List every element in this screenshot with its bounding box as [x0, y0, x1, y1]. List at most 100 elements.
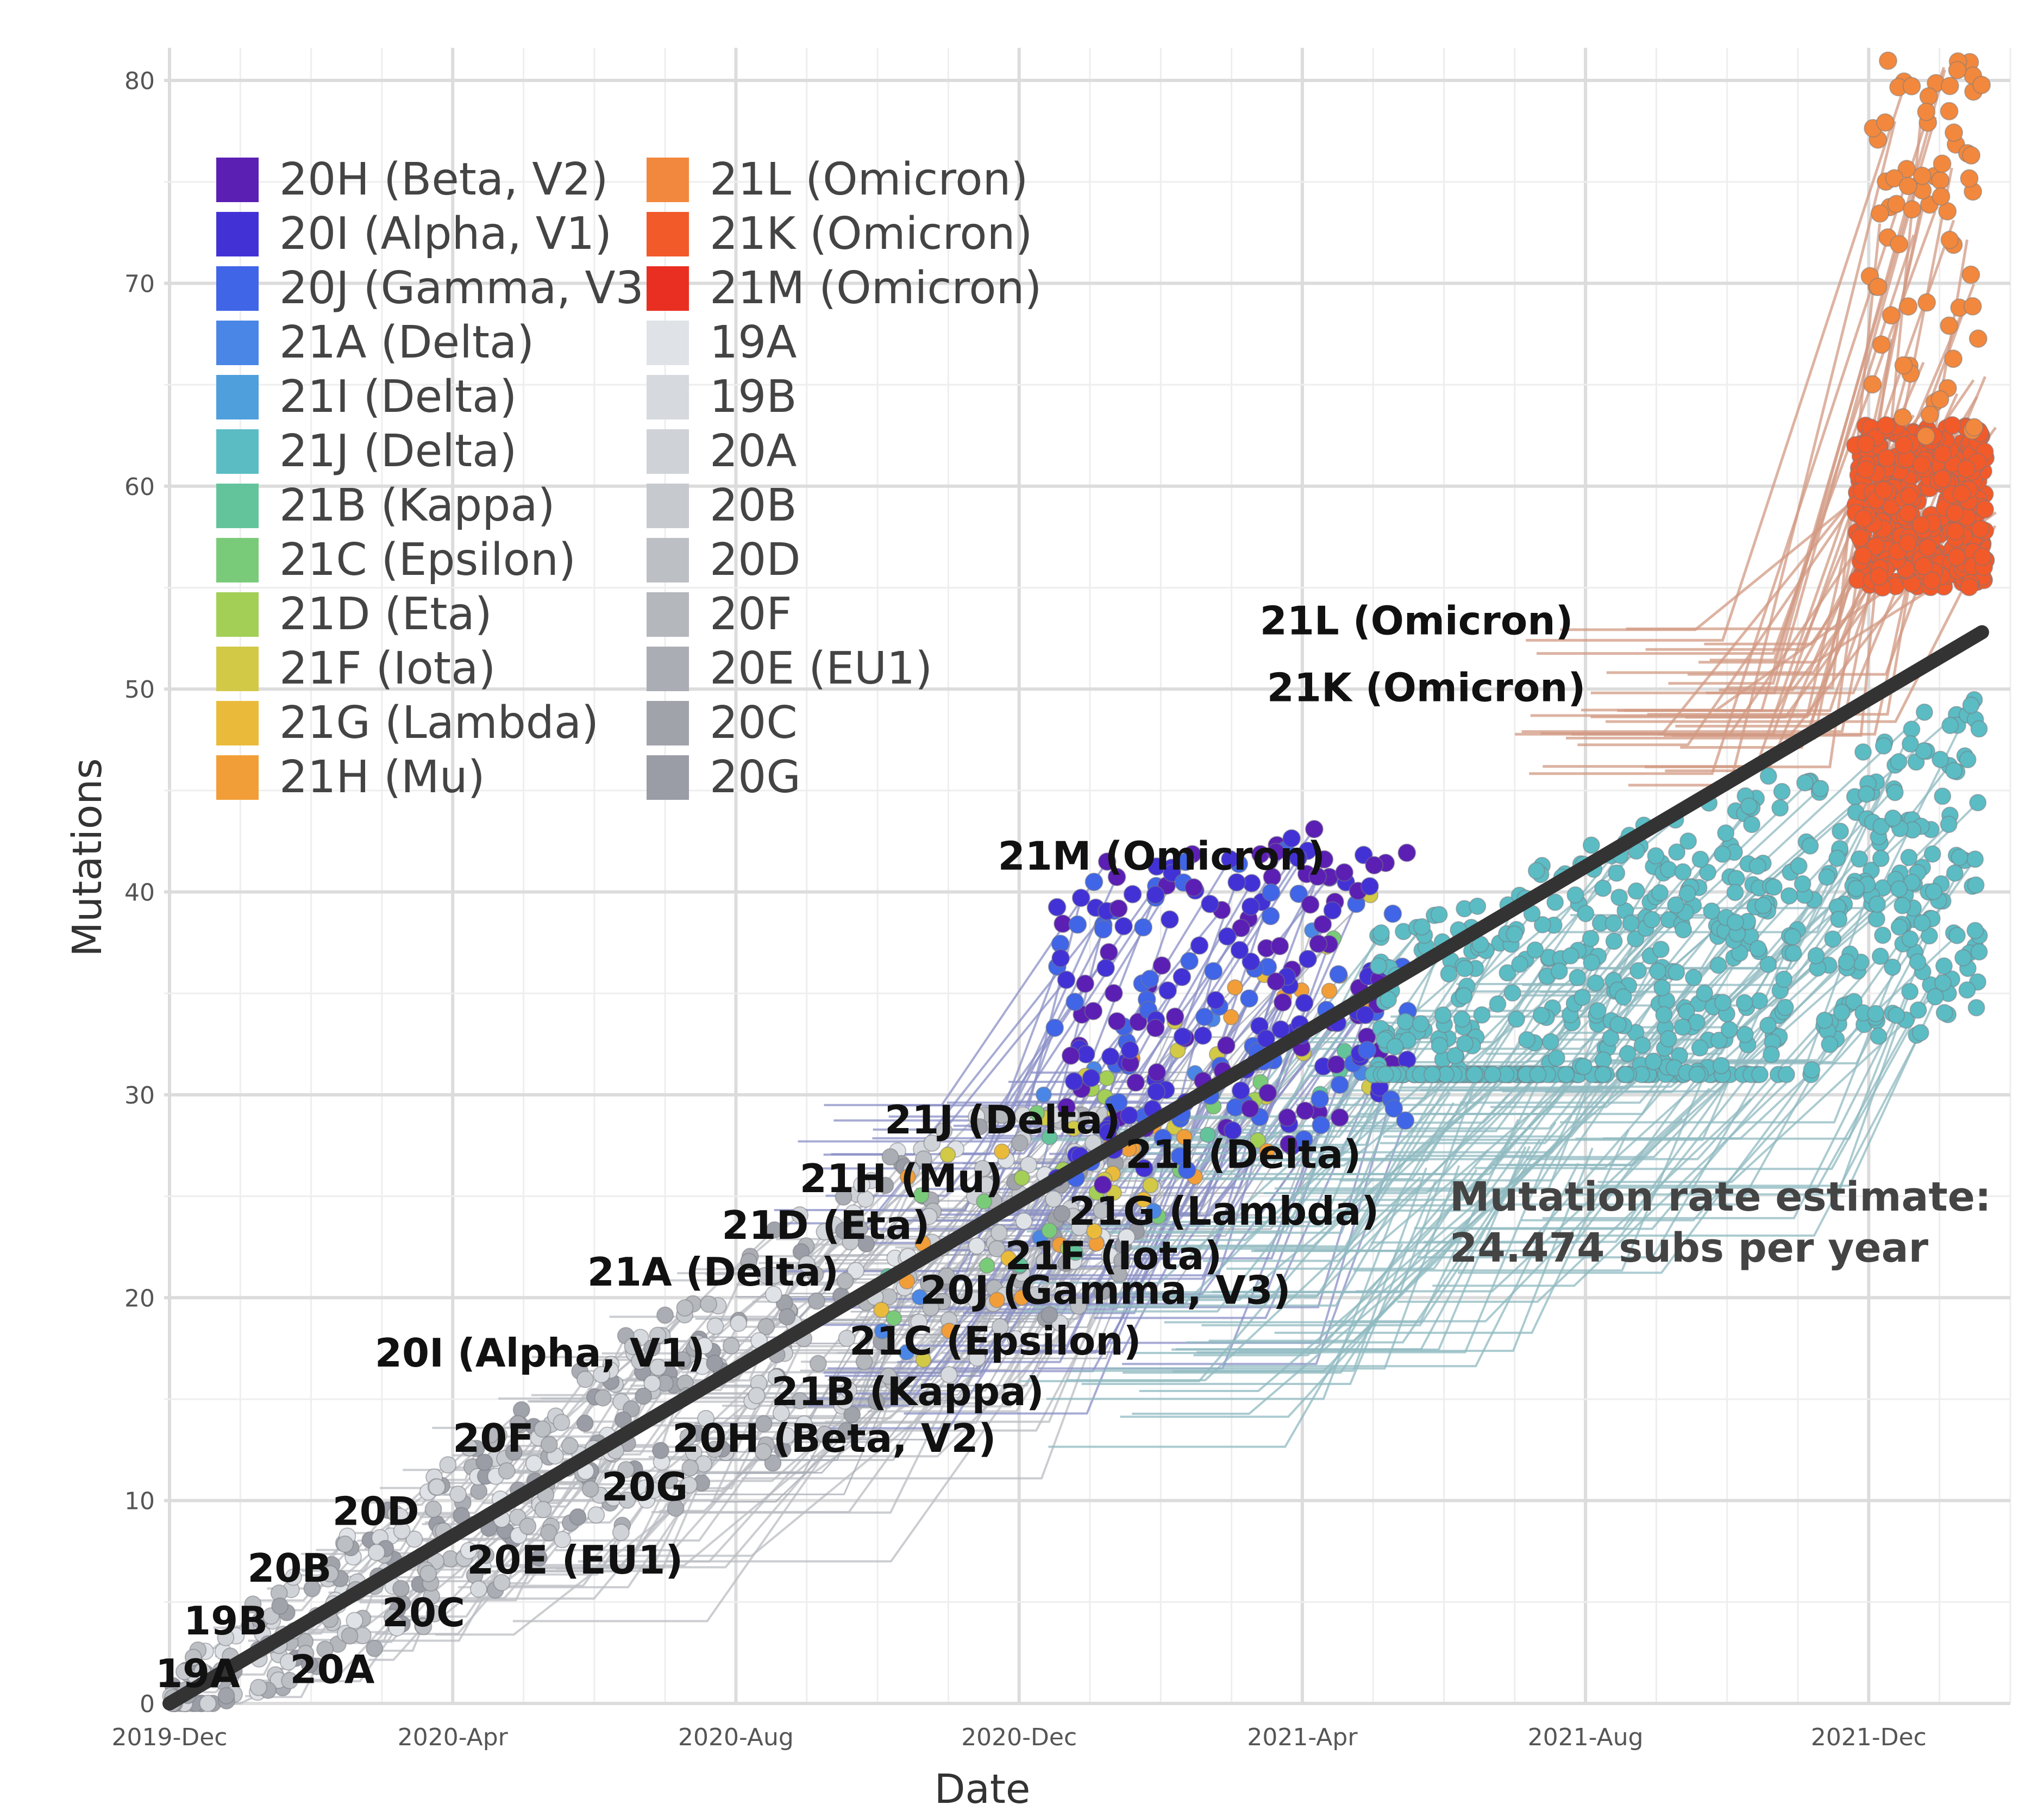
- sample-point: [1852, 529, 1869, 547]
- sample-point: [1891, 881, 1907, 897]
- sample-point: [569, 1509, 586, 1525]
- sample-point: [1551, 963, 1568, 979]
- sample-point: [1647, 848, 1664, 864]
- sample-point: [1895, 436, 1913, 454]
- legend-label: 20C: [710, 697, 798, 749]
- sample-point: [1689, 1067, 1706, 1083]
- sample-point: [1941, 816, 1957, 832]
- sample-point: [1760, 768, 1777, 784]
- sample-point: [1934, 470, 1951, 487]
- legend-swatch: [647, 158, 689, 202]
- sample-point: [1644, 911, 1660, 928]
- sample-point: [1829, 850, 1845, 867]
- sample-point: [1259, 1084, 1276, 1101]
- sample-point: [1936, 958, 1952, 974]
- sample-point: [1965, 418, 1983, 436]
- legend-swatch: [647, 755, 689, 800]
- sample-point: [1153, 957, 1170, 974]
- sample-point: [1941, 231, 1959, 249]
- legend-swatch: [216, 266, 259, 311]
- sample-point: [1528, 863, 1545, 879]
- sample-point: [1703, 903, 1720, 919]
- sample-point: [1813, 780, 1829, 797]
- clade-label: 21F (Iota): [1005, 1233, 1222, 1279]
- legend-swatch: [647, 429, 689, 474]
- sample-point: [779, 1309, 795, 1325]
- sample-point: [1713, 1057, 1729, 1074]
- sample-point: [1148, 1064, 1165, 1081]
- sample-point: [1910, 1002, 1927, 1018]
- sample-point: [1611, 889, 1627, 906]
- sample-point: [577, 1415, 593, 1431]
- sample-point: [1888, 196, 1905, 213]
- sample-point: [1838, 954, 1854, 970]
- legend-label: 21M (Omicron): [710, 262, 1042, 314]
- sample-point: [1963, 697, 1979, 713]
- sample-point: [1934, 788, 1951, 804]
- sample-point: [1141, 970, 1158, 988]
- legend-swatch: [647, 592, 689, 637]
- sample-point: [1675, 922, 1691, 938]
- sample-point: [1583, 837, 1600, 853]
- sample-point: [1872, 948, 1889, 964]
- sample-point: [425, 1501, 442, 1517]
- sample-point: [1727, 884, 1744, 900]
- sample-point: [1848, 880, 1864, 897]
- legend-label: 21A (Delta): [279, 317, 534, 368]
- sample-point: [1660, 861, 1677, 878]
- x-tick-label: 2021-Apr: [1247, 1724, 1358, 1751]
- sample-point: [1710, 957, 1727, 973]
- sample-point: [1124, 886, 1142, 903]
- sample-point: [1755, 897, 1771, 913]
- sample-point: [1240, 990, 1258, 1007]
- sample-point: [1490, 996, 1506, 1012]
- sample-point: [1878, 449, 1895, 467]
- clade-label: 19B: [184, 1598, 268, 1644]
- sample-point: [1877, 114, 1894, 131]
- sample-point: [1084, 1003, 1102, 1020]
- legend-label: 20J (Gamma, V3): [279, 262, 661, 314]
- sample-point: [1583, 930, 1599, 947]
- sample-point: [1962, 266, 1979, 284]
- sample-point: [1548, 1050, 1565, 1066]
- legend-label: 20I (Alpha, V1): [279, 208, 612, 260]
- legend-swatch: [647, 701, 689, 745]
- clade-label: 20B: [247, 1545, 331, 1591]
- sample-point: [1855, 744, 1871, 760]
- sample-point: [1821, 1036, 1838, 1052]
- sample-point: [1778, 1067, 1795, 1083]
- sample-point: [337, 1536, 353, 1552]
- sample-point: [341, 1628, 358, 1644]
- sample-point: [1073, 889, 1090, 907]
- sample-point: [1741, 798, 1757, 814]
- sample-point: [1751, 993, 1767, 1009]
- sample-point: [1913, 456, 1930, 473]
- sample-point: [1558, 1067, 1574, 1083]
- clade-label: 21A (Delta): [587, 1249, 839, 1295]
- sample-point: [1567, 887, 1583, 903]
- rate-text-line-1: Mutation rate estimate:: [1450, 1174, 1991, 1220]
- sample-point: [1384, 905, 1401, 923]
- sample-point: [1870, 1028, 1886, 1044]
- sample-point: [1766, 879, 1782, 895]
- x-tick-label: 2020-Aug: [678, 1724, 794, 1751]
- sample-point: [1370, 958, 1387, 974]
- sample-point: [471, 1581, 487, 1597]
- sample-point: [1595, 1067, 1611, 1083]
- sample-point: [1960, 170, 1978, 187]
- sample-point: [1431, 906, 1447, 923]
- sample-point: [1653, 941, 1669, 957]
- sample-point: [1242, 1100, 1259, 1117]
- sample-point: [1932, 172, 1949, 189]
- sample-point: [499, 1463, 515, 1479]
- sample-point: [1947, 523, 1964, 540]
- sample-point: [1082, 1069, 1100, 1087]
- legend-swatch: [216, 538, 259, 582]
- sample-point: [676, 1300, 693, 1316]
- y-tick-label: 20: [124, 1285, 155, 1312]
- sample-point: [471, 1483, 487, 1499]
- sample-point: [1227, 980, 1243, 995]
- sample-point: [653, 1442, 669, 1458]
- sample-point: [1970, 330, 1987, 347]
